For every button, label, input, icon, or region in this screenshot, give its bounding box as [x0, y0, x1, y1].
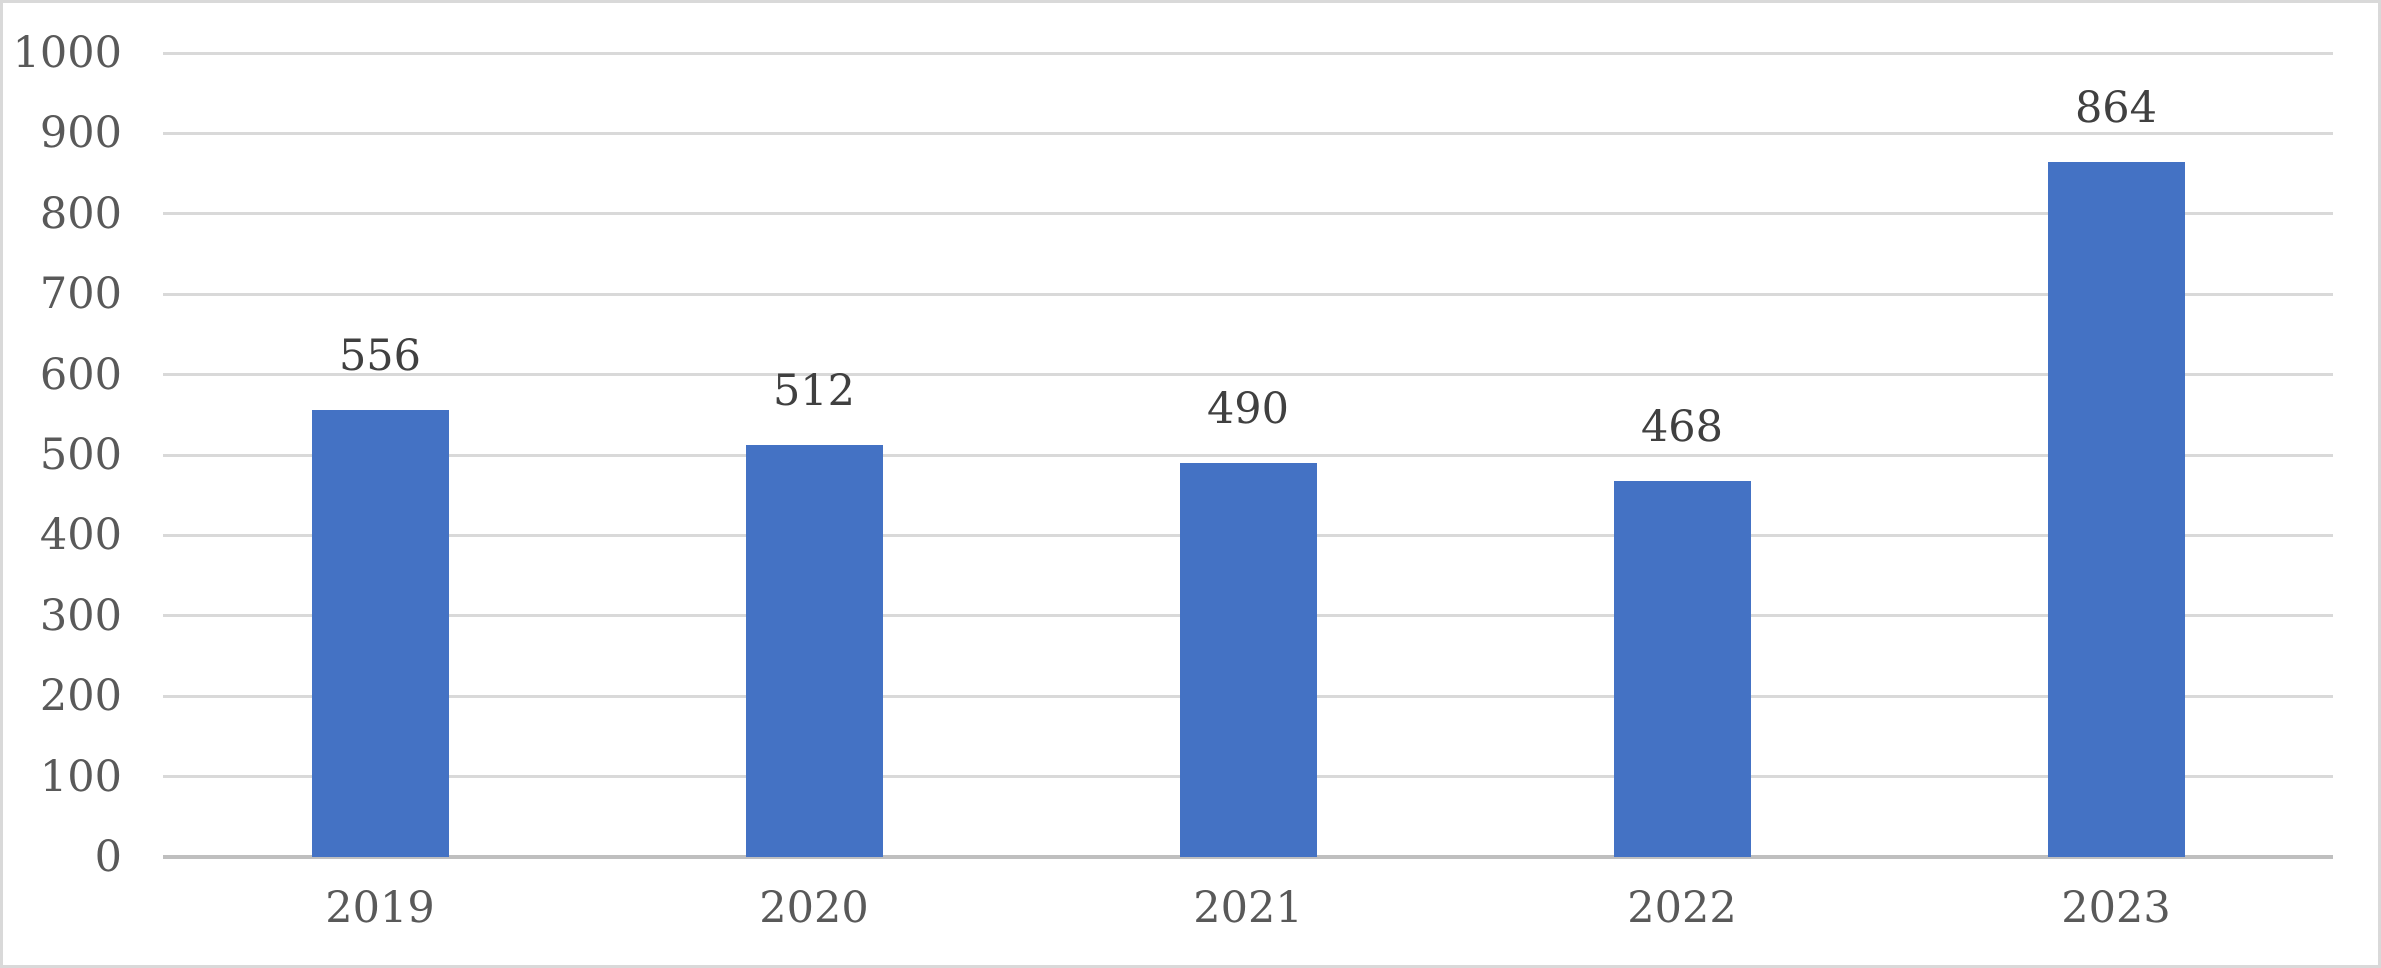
bar-value-label: 512	[772, 366, 856, 417]
y-tick-label: 600	[39, 349, 122, 400]
y-tick-label: 0	[94, 832, 122, 882]
y-tick-label: 400	[39, 510, 122, 561]
gridline-600	[163, 373, 2333, 377]
bars-layer	[3, 3, 2378, 965]
y-tick-label: 300	[39, 590, 122, 641]
x-category-label: 2019	[325, 883, 435, 933]
x-category-label: 2022	[1627, 883, 1737, 933]
bar-value-label: 864	[2074, 83, 2158, 134]
bar-value-label: 490	[1206, 384, 1290, 435]
bar-value-label: 556	[338, 330, 422, 381]
bar-2019	[311, 409, 449, 857]
y-tick-label: 900	[39, 108, 122, 159]
x-axis-line	[163, 855, 2333, 859]
x-category-label: 2023	[2061, 883, 2171, 933]
y-tick-label: 700	[39, 269, 122, 320]
gridline-900	[163, 131, 2333, 135]
y-tick-label: 200	[39, 671, 122, 722]
gridline-700	[163, 292, 2333, 296]
y-tick-label: 1000	[12, 28, 122, 78]
bar-2021	[1179, 463, 1317, 857]
gridline-1000	[163, 51, 2333, 55]
gridline-500	[163, 453, 2333, 457]
bar-2020	[745, 445, 883, 857]
bar-value-label: 468	[1640, 401, 1724, 452]
y-tick-label: 800	[39, 188, 122, 239]
y-tick-label: 100	[39, 751, 122, 802]
axis-labels-layer: 0 100 200 300 400 500 600 700 800 900 1000 556 2019 5…	[3, 3, 2378, 965]
bar-2022	[1613, 480, 1751, 857]
bar-2023	[2047, 162, 2185, 857]
y-tick-label: 500	[39, 430, 122, 480]
x-category-label: 2020	[759, 883, 869, 933]
x-category-label: 2021	[1193, 883, 1303, 933]
gridline-800	[163, 212, 2333, 216]
